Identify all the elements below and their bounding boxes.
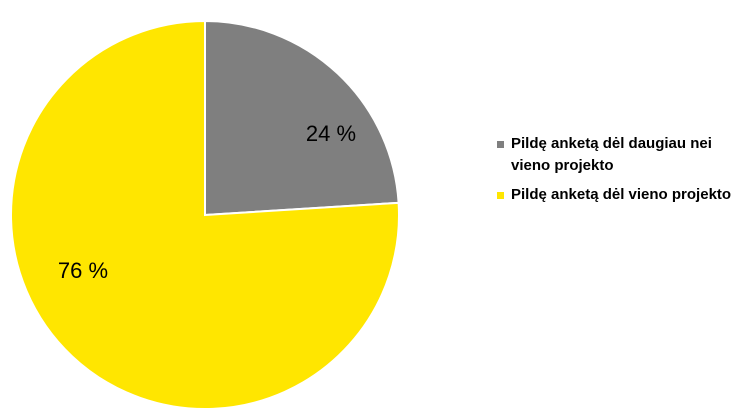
legend-label-vieno: Pildę anketą dėl vieno projekto [511,186,732,203]
slice-label-vieno: 76 % [58,258,108,283]
chart-legend: Pildę anketą dėl daugiau nei vieno proje… [497,133,742,213]
pie-slices [10,19,401,410]
pie-slice-vieno [10,19,401,410]
legend-swatch-yellow [497,192,504,199]
slice-label-daugiau-nei-vieno: 24 % [306,121,356,146]
legend-item-vieno: Pildę anketą dėl vieno projekto [497,184,742,206]
pie-slice-daugiau-nei-vieno [204,19,400,217]
legend-swatch-gray [497,141,504,148]
legend-item-daugiau-nei-vieno: Pildę anketą dėl daugiau nei vieno proje… [497,133,742,177]
legend-label-daugiau-nei-vieno: Pildę anketą dėl daugiau nei vieno proje… [511,135,712,174]
